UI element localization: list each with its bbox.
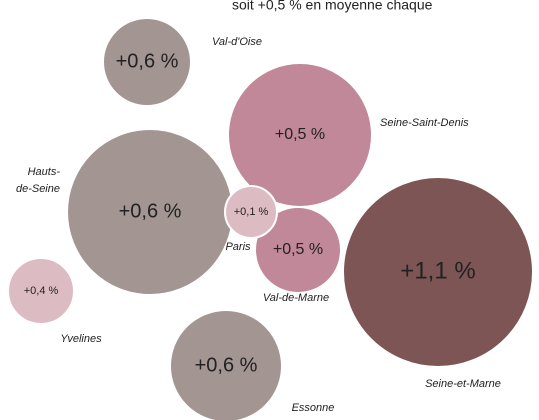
bubble: [254, 206, 342, 294]
bubble: [342, 176, 534, 368]
bubble-label: Hauts-: [28, 166, 61, 178]
bubble-label: Seine-et-Marne: [425, 378, 501, 390]
bubble-label: Essonne: [292, 402, 335, 414]
bubble-value: +0,4 %: [24, 285, 59, 297]
bubble-value: +0,1 %: [234, 206, 269, 218]
header-text: soit +0,5 % en moyenne chaque: [232, 0, 433, 13]
bubble-label: Val-de-Marne: [263, 292, 329, 304]
bubble: [102, 17, 192, 107]
bubble-value: +0,5 %: [275, 126, 325, 143]
bubble: [224, 185, 278, 239]
bubble-value: +0,5 %: [273, 241, 323, 258]
bubble-label: Yvelines: [60, 333, 102, 345]
bubble-label: Val-d'Oise: [212, 36, 262, 48]
bubble: [7, 257, 75, 325]
bubble: [169, 309, 283, 420]
bubble-label: Paris: [225, 241, 251, 253]
bubble-value: +0,6 %: [116, 50, 179, 72]
bubble-label: de-Seine: [16, 183, 60, 195]
bubble-label: Seine-Saint-Denis: [380, 117, 469, 129]
bubble-value: +1,1 %: [400, 257, 475, 284]
bubble-value: +0,6 %: [195, 354, 258, 376]
bubble-value: +0,6 %: [119, 200, 182, 222]
